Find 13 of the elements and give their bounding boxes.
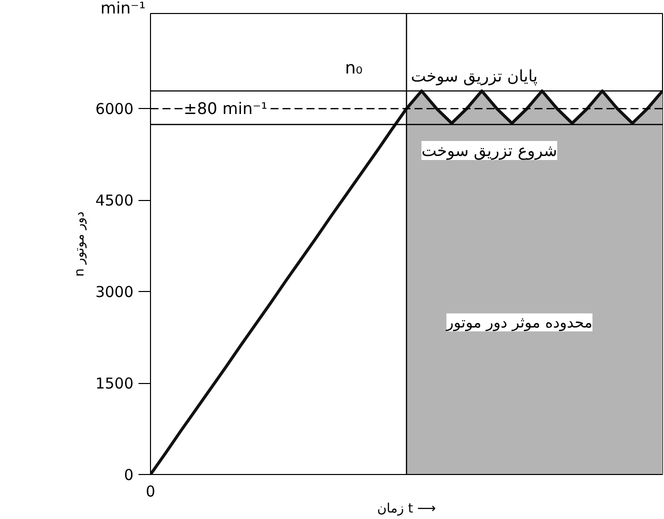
annotation: پایان تزریق سوخت (410, 66, 538, 86)
y-tick-label: 1500 (95, 374, 134, 393)
annotation: محدوده موثر دور موتور (445, 313, 592, 332)
y-tick-label: 4500 (95, 192, 134, 210)
y-tick-label: 6000 (95, 100, 134, 118)
y-axis-title: n دور موتور (72, 211, 88, 277)
annotation: n₀ (345, 58, 363, 79)
annotation: شروع تزریق سوخت (421, 140, 558, 160)
annotation: ±80 min⁻¹ (184, 99, 268, 118)
text: min⁻¹ (100, 0, 146, 18)
x-axis-title: زمان t ⟶ (377, 502, 436, 516)
y-tick-label: 3000 (95, 283, 134, 302)
y-tick-label: 0 (124, 466, 134, 484)
